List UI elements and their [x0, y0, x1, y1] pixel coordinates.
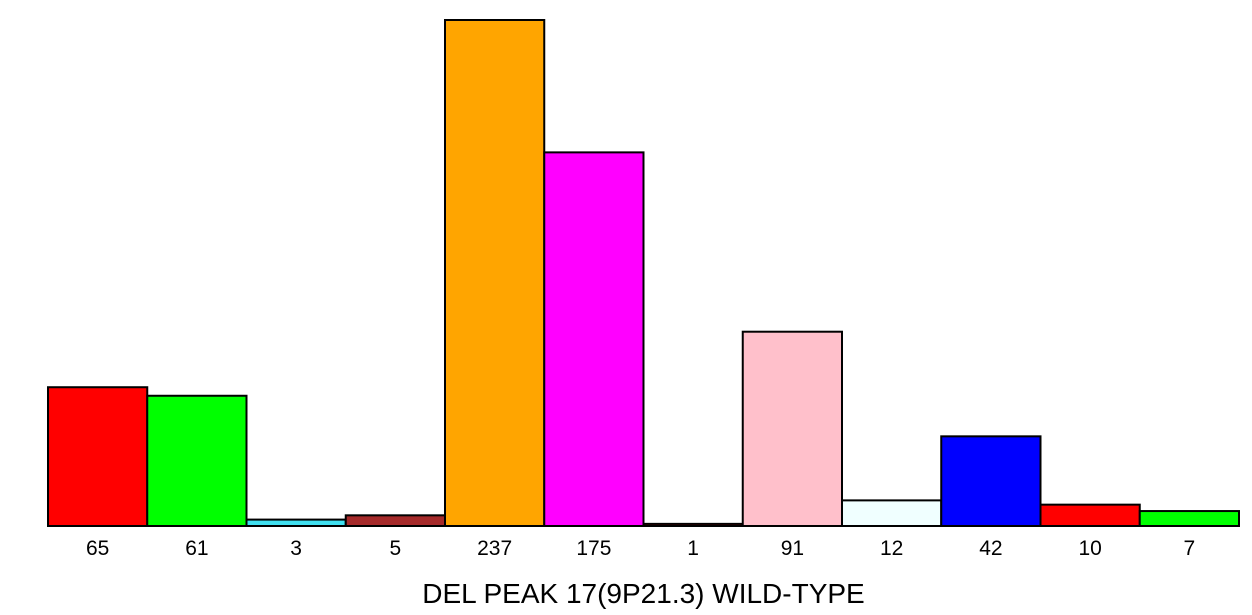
tick-label-7: 7 — [1184, 537, 1196, 560]
x-axis-label: DEL PEAK 17(9P21.3) WILD-TYPE — [422, 578, 864, 609]
bar-7 — [1138, 510, 1240, 527]
bar-10 — [1039, 503, 1141, 527]
bars-group — [47, 19, 1240, 528]
tick-label-1: 1 — [687, 537, 699, 560]
tick-label-3: 3 — [290, 537, 302, 560]
bar-237 — [444, 19, 546, 527]
tick-label-12: 12 — [880, 537, 903, 560]
bar-175 — [543, 151, 645, 527]
bar-65 — [47, 386, 149, 527]
tick-label-175: 175 — [576, 537, 611, 560]
tick-label-61: 61 — [185, 537, 208, 560]
tick-label-10: 10 — [1078, 537, 1101, 560]
tick-label-91: 91 — [781, 537, 804, 560]
bar-61 — [146, 394, 248, 528]
tick-label-42: 42 — [979, 537, 1002, 560]
bar-91 — [741, 330, 843, 527]
bar-5 — [344, 514, 446, 528]
bar-12 — [841, 499, 943, 528]
tick-labels-group: 65 61 3 5 237 175 1 91 12 42 10 7 — [86, 537, 1195, 560]
bar-42 — [940, 435, 1042, 527]
tick-label-65: 65 — [86, 537, 109, 560]
tick-label-237: 237 — [477, 537, 512, 560]
tick-label-5: 5 — [390, 537, 402, 560]
